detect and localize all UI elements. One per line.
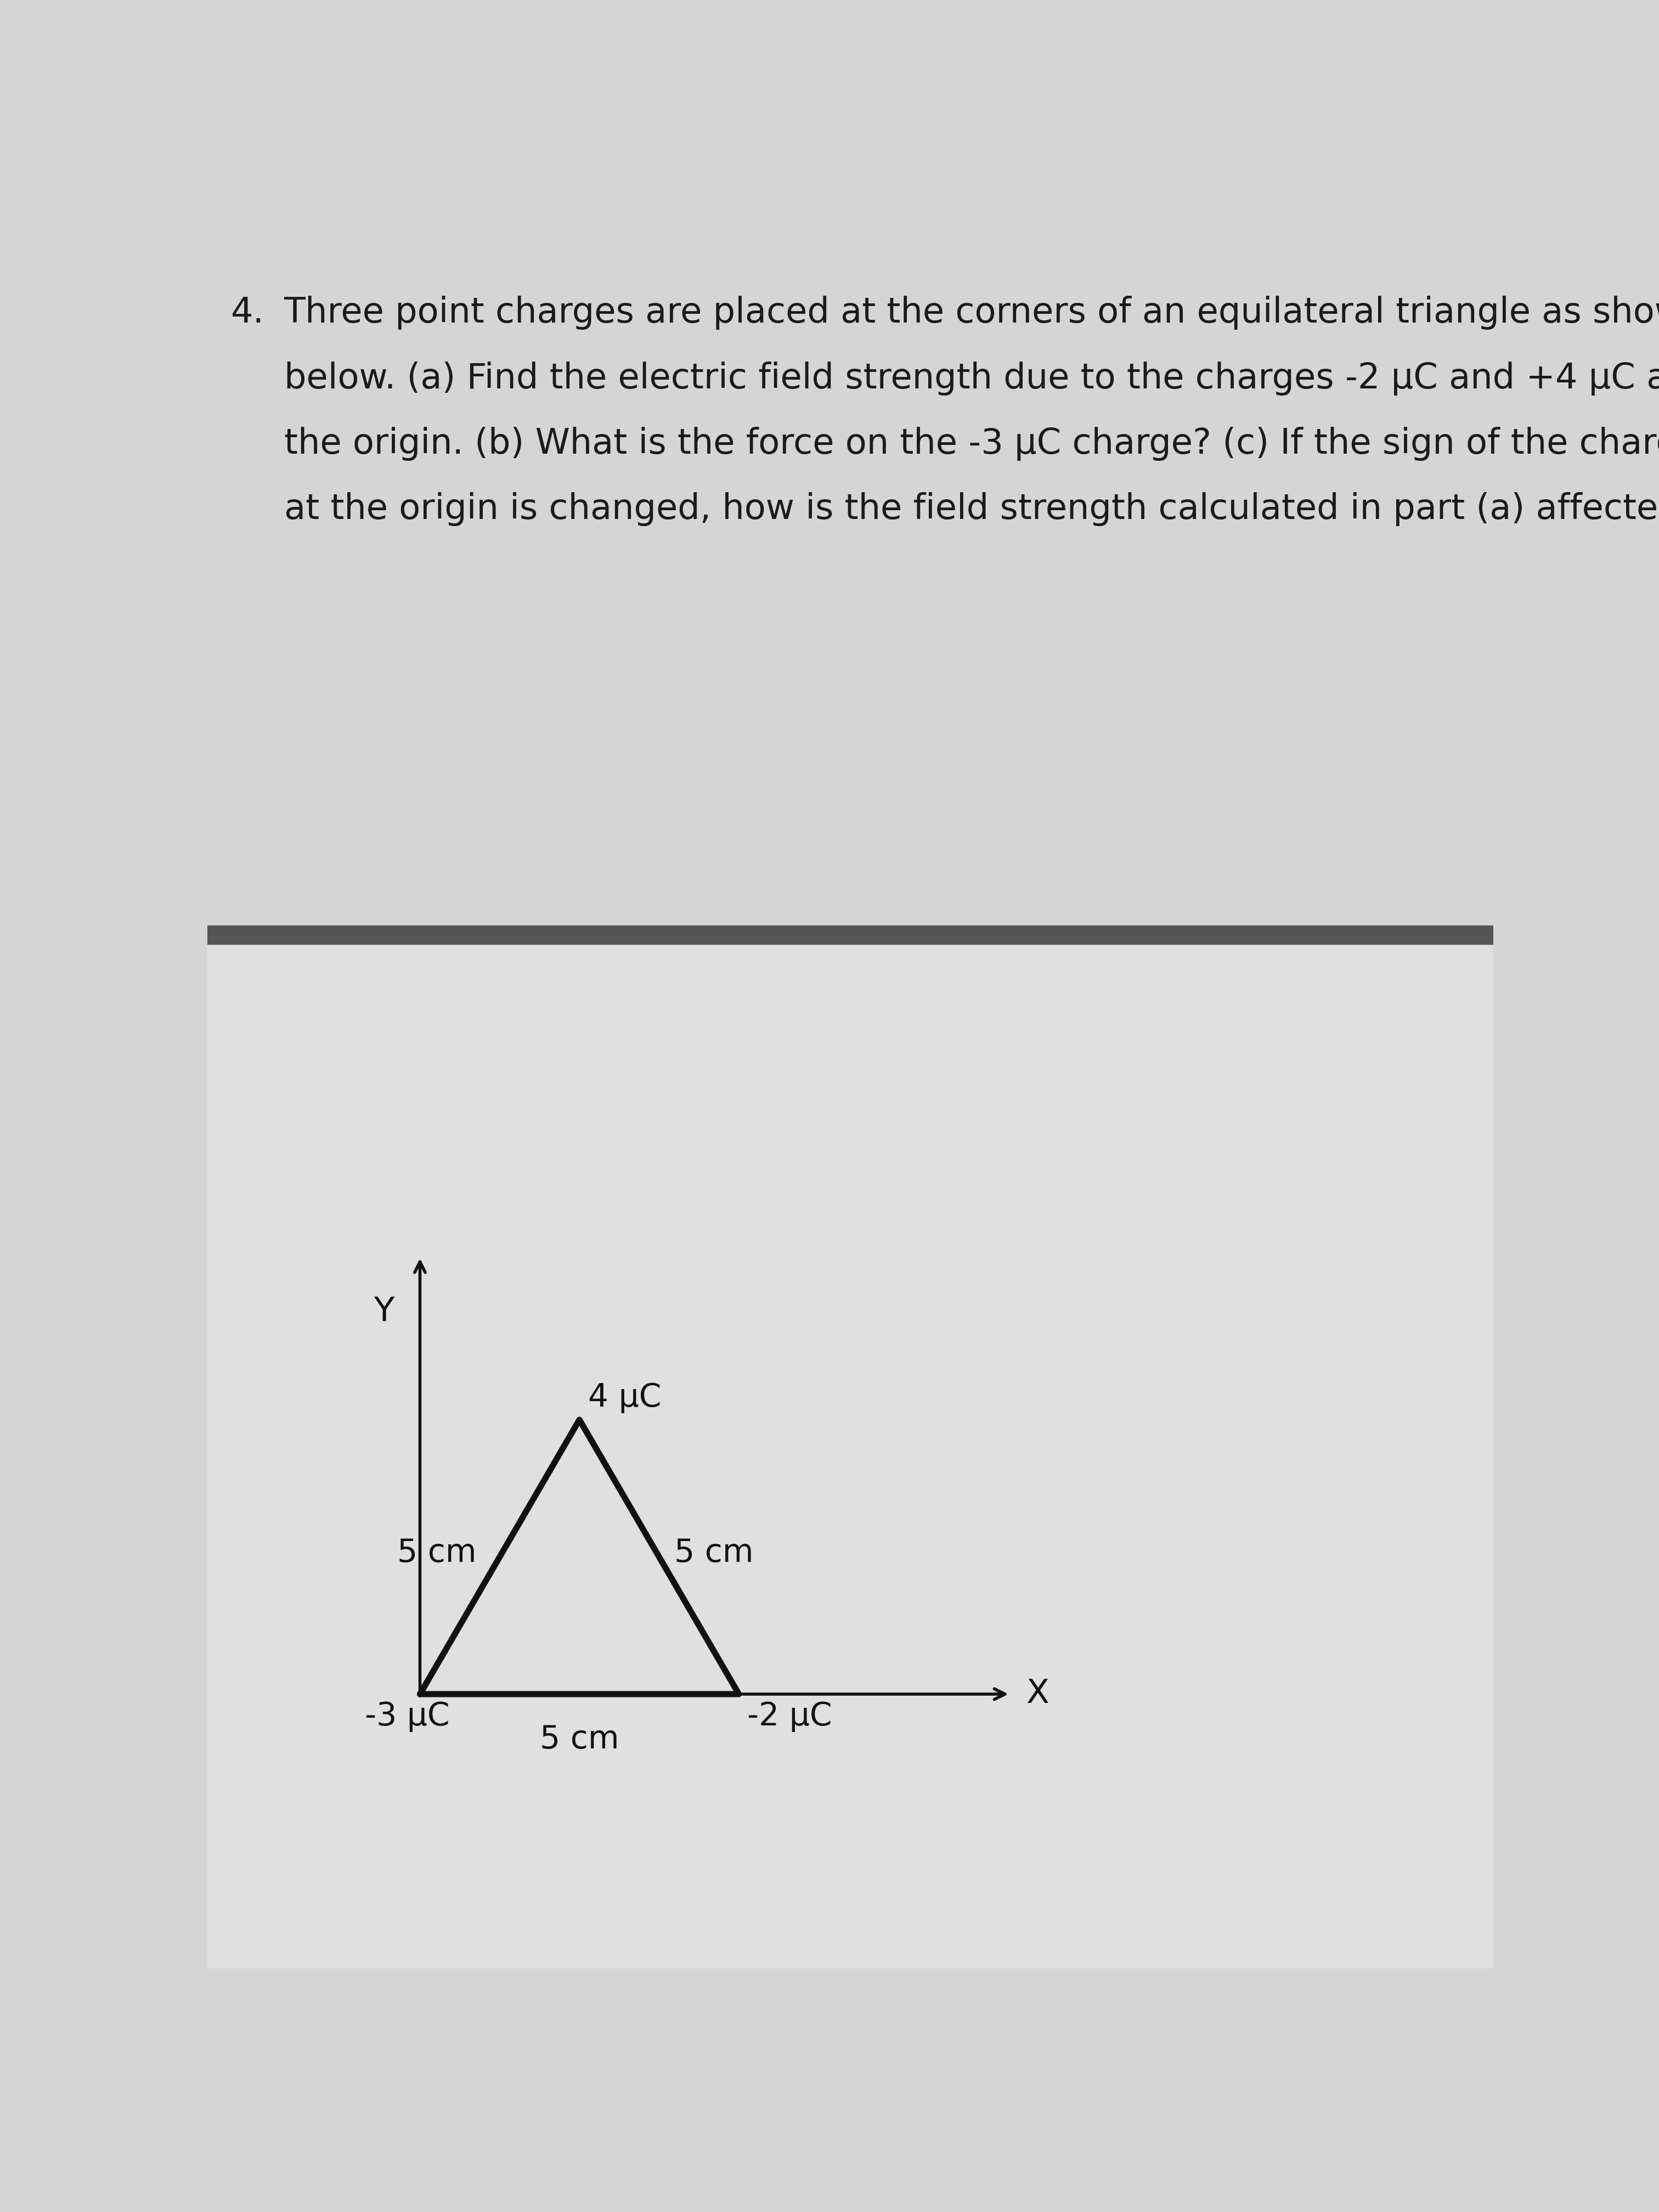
- Text: below. (a) Find the electric field strength due to the charges -2 μC and +4 μC a: below. (a) Find the electric field stren…: [284, 361, 1659, 396]
- Text: the origin. (b) What is the force on the -3 μC charge? (c) If the sign of the ch: the origin. (b) What is the force on the…: [284, 427, 1659, 460]
- Text: 4.: 4.: [231, 296, 264, 330]
- Text: 4 μC: 4 μC: [587, 1383, 662, 1413]
- Text: -2 μC: -2 μC: [747, 1701, 833, 1732]
- Text: 5 cm: 5 cm: [539, 1723, 619, 1754]
- Text: -3 μC: -3 μC: [365, 1701, 450, 1732]
- Text: X: X: [1025, 1679, 1048, 1710]
- Bar: [207, 925, 1493, 945]
- Bar: [207, 945, 1493, 1969]
- Text: 5 cm: 5 cm: [397, 1537, 476, 1568]
- Text: Y: Y: [373, 1296, 395, 1327]
- Text: Three point charges are placed at the corners of an equilateral triangle as show: Three point charges are placed at the co…: [284, 296, 1659, 330]
- Text: at the origin is changed, how is the field strength calculated in part (a) affec: at the origin is changed, how is the fie…: [284, 493, 1659, 526]
- Text: 5 cm: 5 cm: [674, 1537, 753, 1568]
